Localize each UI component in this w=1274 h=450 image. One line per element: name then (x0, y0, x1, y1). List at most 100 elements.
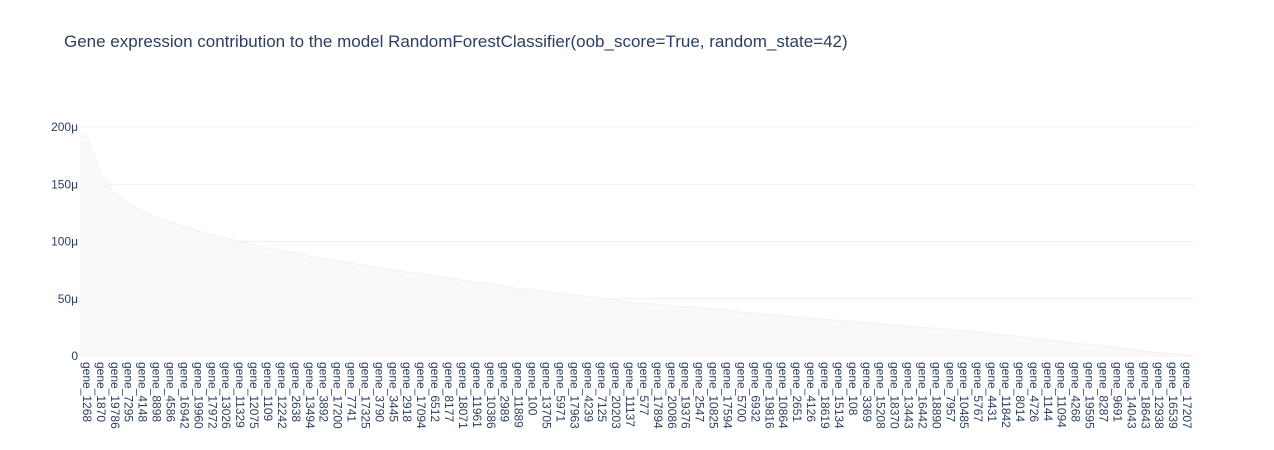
x-tick-label: gene_1144 (1041, 362, 1055, 422)
x-tick-label: gene_11842 (999, 362, 1013, 428)
x-tick-label: gene_18619 (818, 362, 832, 429)
data-point (406, 271, 408, 274)
x-tick-label: gene_12075 (247, 362, 261, 429)
x-tick-label: gene_577 (637, 362, 651, 416)
x-tick-label: gene_8177 (442, 362, 456, 422)
data-point (782, 315, 784, 317)
x-tick-label: gene_16942 (177, 362, 191, 429)
x-tick-label: gene_18370 (888, 362, 902, 429)
x-tick-label: gene_17325 (358, 362, 372, 429)
x-tick-label: gene_6932 (748, 362, 762, 422)
data-point (1144, 350, 1146, 353)
x-tick-label: gene_7125 (595, 362, 609, 422)
data-point (1158, 351, 1160, 354)
x-tick-label: gene_2989 (498, 362, 512, 422)
x-tick-label: gene_19786 (108, 362, 122, 429)
x-tick-label: gene_16539 (1166, 362, 1180, 429)
data-point (504, 285, 506, 287)
data-point (852, 321, 854, 323)
x-tick-label: gene_16442 (915, 362, 929, 429)
data-point (685, 306, 687, 308)
data-point (169, 221, 172, 223)
data-point (378, 267, 380, 269)
data-point (796, 316, 798, 318)
x-tick-label: gene_1870 (94, 362, 108, 422)
data-point (1088, 343, 1091, 346)
data-point (1033, 338, 1035, 340)
data-point (1102, 345, 1105, 347)
x-tick-label: gene_7741 (345, 362, 359, 422)
y-tick-label: 0 (71, 349, 78, 363)
x-tick-label: gene_3892 (317, 362, 331, 422)
x-tick-label: gene_11137 (623, 362, 637, 427)
x-tick-label: gene_7295 (122, 362, 136, 422)
chart-title: Gene expression contribution to the mode… (64, 32, 848, 51)
series-line (80, 135, 1195, 357)
data-point (657, 303, 659, 306)
x-tick-label: gene_15134 (832, 362, 846, 429)
x-tick-label: gene_13494 (303, 362, 317, 429)
data-point (128, 203, 130, 205)
data-point (977, 331, 979, 333)
data-point (824, 318, 826, 320)
x-tick-label: gene_4239 (581, 362, 595, 422)
data-point (1186, 354, 1188, 356)
data-point (267, 247, 269, 249)
x-tick-label: gene_10864 (776, 362, 790, 429)
data-point (490, 283, 492, 285)
x-tick-label: gene_4586 (164, 362, 178, 422)
y-tick-label: 150μ (51, 177, 78, 191)
x-tick-label: gene_4726 (1027, 362, 1041, 422)
x-tick-label: gene_18643 (1138, 362, 1152, 429)
data-point (448, 277, 450, 279)
data-point (434, 275, 436, 277)
data-point (253, 244, 255, 246)
data-point (337, 260, 339, 262)
data-point (183, 226, 186, 228)
x-tick-label: gene_5700 (734, 362, 748, 422)
data-point (587, 295, 589, 298)
data-point (1075, 342, 1077, 345)
data-point (712, 308, 715, 310)
x-tick-label: gene_100 (526, 362, 540, 416)
data-point (476, 282, 478, 284)
x-tick-label: gene_5767 (971, 362, 985, 422)
data-point (1005, 334, 1007, 336)
data-point (615, 299, 617, 301)
data-point (894, 324, 896, 326)
x-tick-label: gene_19816 (762, 362, 776, 429)
x-tick-label: gene_11329 (233, 362, 247, 428)
data-point (1019, 335, 1021, 338)
data-point (991, 333, 993, 335)
x-tick-label: gene_4431 (985, 362, 999, 422)
data-point (699, 307, 701, 309)
data-point (629, 301, 631, 303)
data-point (531, 288, 534, 291)
data-point (1172, 353, 1174, 355)
x-tick-label: gene_20086 (665, 362, 679, 429)
data-point (740, 311, 743, 314)
x-tick-label: gene_2651 (790, 362, 804, 422)
x-tick-label: gene_10485 (957, 362, 971, 429)
x-tick-label: gene_4268 (1069, 362, 1083, 422)
data-point (392, 269, 394, 271)
data-point (295, 252, 297, 254)
data-point (907, 325, 910, 327)
data-point (1130, 348, 1132, 350)
x-tick-label: gene_7957 (943, 362, 957, 422)
x-tick-label: gene_3369 (860, 362, 874, 422)
x-tick-label: gene_20203 (609, 362, 623, 429)
x-tick-label: gene_2638 (289, 362, 303, 422)
area-fill (80, 136, 1194, 356)
x-tick-label: gene_12938 (1152, 362, 1166, 429)
x-tick-label: gene_17894 (651, 362, 665, 429)
x-tick-label: gene_17094 (414, 362, 428, 429)
x-tick-label: gene_4148 (136, 362, 150, 422)
x-tick-label: gene_11889 (512, 362, 526, 428)
data-point (462, 279, 464, 282)
data-point (1061, 340, 1063, 342)
data-point (545, 291, 548, 293)
x-tick-label: gene_19960 (191, 362, 205, 429)
